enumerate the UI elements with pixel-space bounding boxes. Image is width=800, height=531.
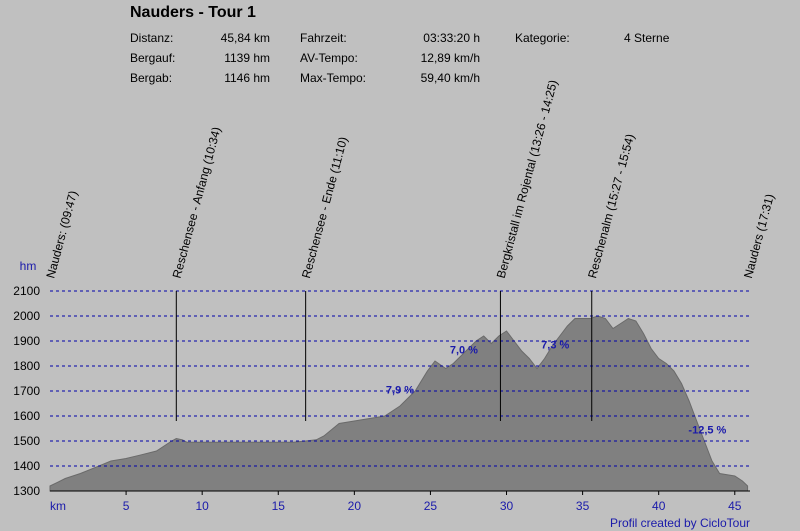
x-tick-label: 30 (500, 499, 514, 513)
gradient-annotation: 7,0 % (450, 345, 478, 357)
stat-label-category: Kategorie: (515, 31, 570, 45)
x-tick-label: 25 (424, 499, 438, 513)
x-tick-label: 40 (652, 499, 666, 513)
stat-label-avg-speed: AV-Tempo: (300, 51, 358, 65)
stat-value-category: 4 Sterne (624, 31, 670, 45)
y-tick-label: 1800 (13, 359, 40, 373)
stat-label-time: Fahrzeit: (300, 31, 347, 45)
waypoint-label: Nauders (17:31) (741, 192, 777, 279)
stat-label-climb: Bergauf: (130, 51, 176, 65)
chart-title: Nauders - Tour 1 (130, 4, 256, 21)
x-tick-label: 20 (348, 499, 362, 513)
x-tick-label: 5 (123, 499, 130, 513)
stat-value-avg-speed: 12,89 km/h (420, 51, 480, 65)
y-axis-label: hm (20, 259, 37, 273)
x-tick-label: 45 (728, 499, 742, 513)
x-tick-label: 10 (195, 499, 209, 513)
y-tick-label: 1500 (13, 434, 40, 448)
y-tick-label: 1700 (13, 384, 40, 398)
stat-label-max-speed: Max-Tempo: (300, 71, 367, 85)
elevation-area (49, 315, 749, 492)
gradient-annotation: 7,9 % (386, 385, 414, 397)
y-tick-label: 2100 (13, 284, 40, 298)
x-tick-label: 35 (576, 499, 590, 513)
stat-label-distance: Distanz: (130, 31, 174, 45)
stat-value-max-speed: 59,40 km/h (420, 71, 480, 85)
stat-value-distance: 45,84 km (220, 31, 270, 45)
credit-footer: Profil created by CicloTour (609, 516, 750, 530)
waypoint-label: Nauders: (09:47) (43, 189, 80, 280)
stat-value-descent: 1146 hm (224, 71, 270, 85)
waypoint-label: Reschensee - Anfang (10:34) (170, 125, 224, 279)
waypoint-label: Reschenalm (15:27 - 15:54) (585, 132, 637, 279)
x-tick-label: 15 (272, 499, 286, 513)
y-tick-label: 1300 (13, 484, 40, 498)
stat-value-time: 03:33:20 h (423, 31, 480, 45)
y-tick-label: 2000 (13, 309, 40, 323)
waypoint-label: Reschensee - Ende (11:10) (299, 135, 350, 280)
gradient-annotation: -12,5 % (688, 425, 726, 437)
y-tick-label: 1600 (13, 409, 40, 423)
stat-label-descent: Bergab: (130, 71, 173, 85)
y-tick-label: 1400 (13, 459, 40, 473)
y-tick-label: 1900 (13, 334, 40, 348)
stat-value-climb: 1139 hm (224, 51, 270, 65)
x-axis-label: km (50, 499, 66, 513)
gradient-annotation: 7,3 % (541, 340, 569, 352)
waypoint-label: Bergkristall im Rojental (13:26 - 14:25) (494, 78, 561, 279)
